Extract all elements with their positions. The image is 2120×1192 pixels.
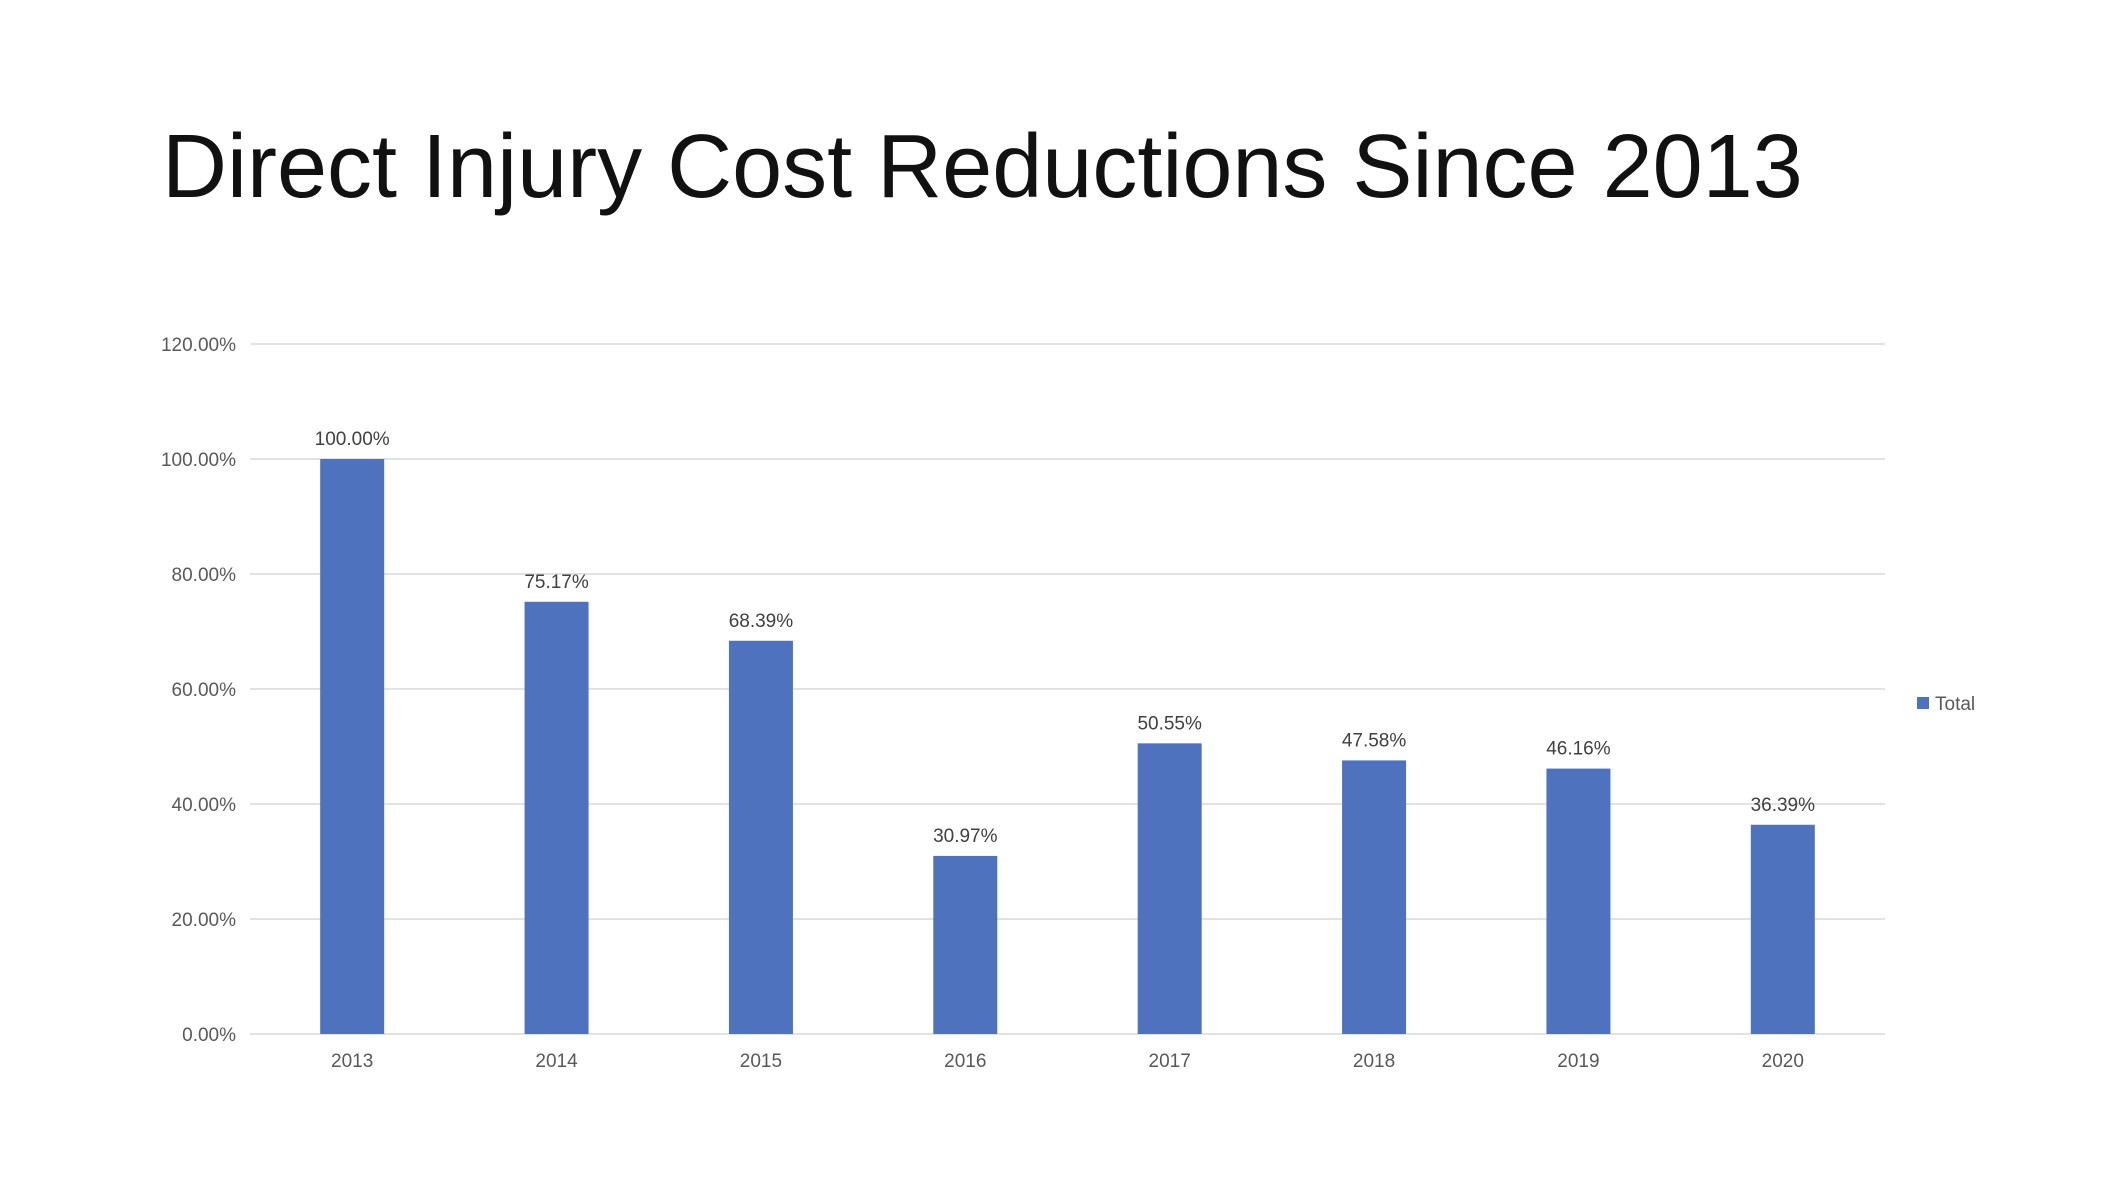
x-tick-label: 2019 xyxy=(1557,1051,1599,1072)
legend-label: Total xyxy=(1935,694,1975,715)
x-tick-label: 2015 xyxy=(740,1051,782,1072)
data-label: 46.16% xyxy=(1546,739,1611,760)
data-label: 100.00% xyxy=(315,429,390,450)
data-labels: 100.00% 75.17% 68.39% 30.97% 50.55% 47.58% 46.… xyxy=(315,429,1815,847)
x-tick-label: 2013 xyxy=(331,1051,373,1072)
bars xyxy=(320,459,1815,1034)
y-tick-label: 40.00% xyxy=(172,795,237,816)
bar xyxy=(524,601,589,1034)
y-tick-label: 0.00% xyxy=(182,1025,236,1046)
slide-title: Direct Injury Cost Reductions Since 2013 xyxy=(162,117,1803,217)
bar xyxy=(728,640,793,1034)
data-label: 36.39% xyxy=(1751,795,1816,816)
y-tick-label: 20.00% xyxy=(172,910,237,931)
data-label: 68.39% xyxy=(729,611,794,632)
x-tick-label: 2014 xyxy=(535,1051,578,1072)
y-axis-tick-labels: 0.00% 20.00% 40.00% 60.00% 80.00% 100.00% 120.… xyxy=(161,335,236,1046)
bar xyxy=(320,459,385,1034)
data-label: 50.55% xyxy=(1137,713,1202,734)
x-tick-label: 2020 xyxy=(1762,1051,1804,1072)
bar xyxy=(933,855,998,1034)
data-label: 47.58% xyxy=(1342,730,1407,751)
y-tick-label: 60.00% xyxy=(172,680,237,701)
x-axis-tick-labels: 2013 2014 2015 2016 2017 2018 2019 2020 xyxy=(331,1051,1804,1072)
bar xyxy=(1750,824,1815,1034)
x-tick-label: 2016 xyxy=(944,1051,986,1072)
legend-swatch xyxy=(1917,697,1929,709)
x-tick-label: 2017 xyxy=(1149,1051,1191,1072)
bar xyxy=(1342,760,1407,1034)
legend: Total xyxy=(1917,694,1975,715)
data-label: 30.97% xyxy=(933,826,998,847)
gridlines xyxy=(250,343,1885,1035)
y-tick-label: 80.00% xyxy=(172,565,237,586)
x-tick-label: 2018 xyxy=(1353,1051,1395,1072)
y-tick-label: 100.00% xyxy=(161,450,236,471)
bar xyxy=(1137,743,1202,1034)
bar xyxy=(1546,768,1611,1034)
data-label: 75.17% xyxy=(524,572,589,593)
y-tick-label: 120.00% xyxy=(161,335,236,356)
